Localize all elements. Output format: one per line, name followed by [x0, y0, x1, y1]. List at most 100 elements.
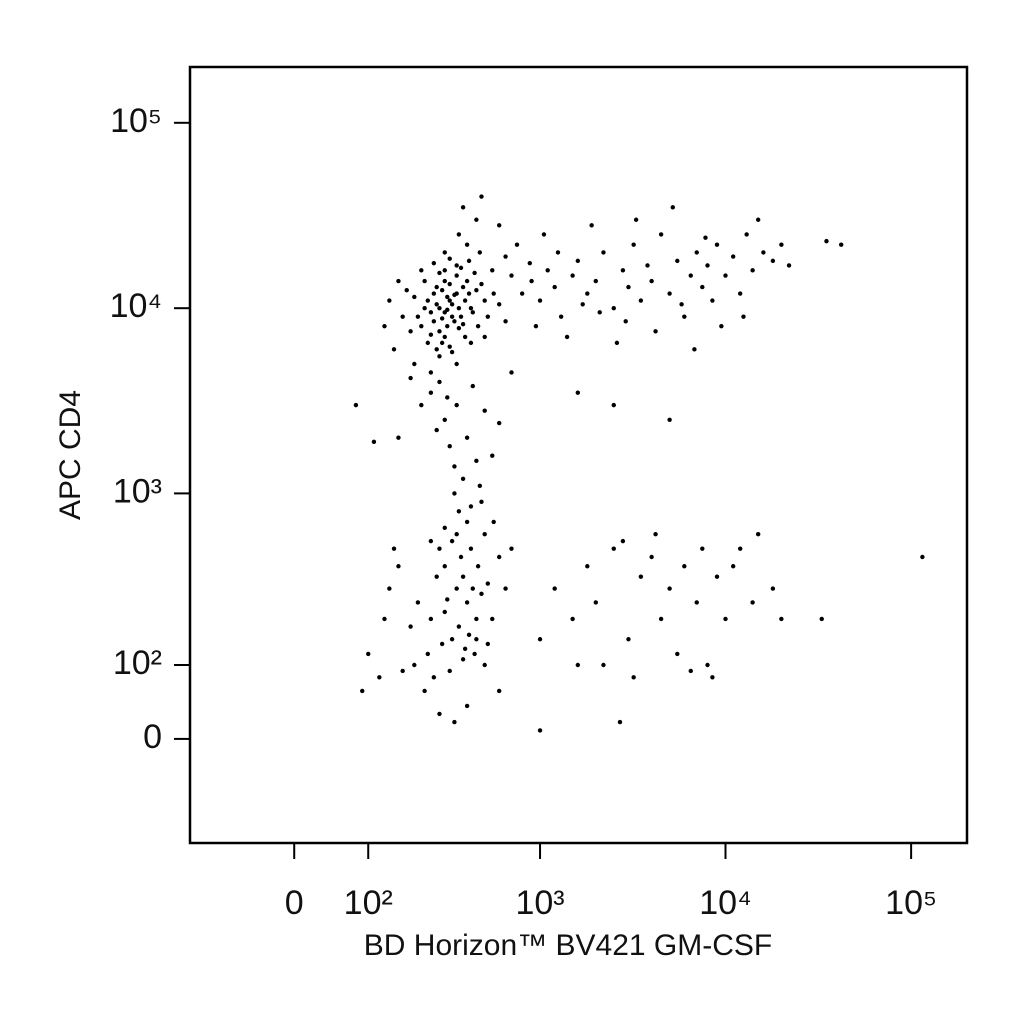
event-dot	[439, 288, 445, 293]
event-dot	[496, 223, 502, 228]
event-dot	[428, 616, 434, 622]
event-dot	[705, 662, 710, 668]
event-dot	[415, 600, 421, 605]
event-dot	[449, 314, 455, 319]
event-dot	[575, 662, 581, 668]
event-dot	[470, 586, 475, 591]
event-dot	[649, 554, 654, 560]
event-dot	[626, 637, 631, 642]
event-dot	[755, 532, 761, 537]
event-dot	[482, 298, 487, 303]
event-dot	[700, 284, 705, 290]
event-dot	[434, 347, 439, 352]
y-axis-title: APC CD4	[54, 390, 87, 520]
event-dot	[442, 525, 447, 531]
event-dot	[474, 458, 479, 464]
event-dot	[779, 242, 784, 247]
event-dot	[428, 310, 434, 315]
event-dot	[454, 402, 459, 408]
event-dot	[705, 263, 710, 268]
event-dot	[593, 278, 598, 284]
event-dot	[585, 564, 590, 569]
event-dot	[710, 675, 715, 680]
event-dot	[442, 278, 447, 284]
event-dot	[431, 260, 437, 266]
event-dot	[475, 323, 481, 329]
event-dot	[472, 651, 477, 657]
event-dot	[428, 538, 434, 544]
event-dot	[601, 250, 606, 255]
event-dot	[452, 464, 457, 469]
event-dot	[445, 323, 450, 329]
event-dot	[470, 310, 475, 315]
x-tick-label: 0	[285, 884, 304, 922]
event-dot	[479, 591, 484, 597]
event-dot	[474, 616, 479, 622]
event-dot	[425, 651, 431, 657]
event-dot	[485, 581, 491, 586]
event-dot	[464, 278, 470, 284]
event-dot	[442, 334, 447, 340]
event-dot	[437, 305, 442, 311]
event-dot	[464, 703, 470, 709]
event-dot	[447, 298, 452, 303]
event-dot	[694, 600, 699, 605]
event-dot	[425, 340, 431, 346]
event-dot	[509, 370, 514, 375]
event-dot	[449, 302, 455, 307]
event-dot	[404, 288, 409, 293]
event-dot	[723, 273, 728, 278]
event-dot	[719, 323, 724, 329]
y-tick-label: 0	[143, 718, 162, 756]
event-dot	[353, 402, 359, 408]
event-dot	[458, 554, 464, 560]
event-dot	[437, 270, 442, 276]
event-dot	[408, 329, 413, 334]
event-dot	[428, 370, 434, 375]
event-dot	[396, 564, 401, 569]
event-dot	[675, 651, 680, 657]
event-dot	[688, 668, 693, 674]
event-dot	[617, 719, 623, 725]
event-dot	[737, 291, 743, 296]
event-dot	[474, 217, 479, 222]
event-dot	[468, 546, 474, 551]
event-dot	[537, 298, 543, 303]
event-dot	[552, 284, 557, 290]
event-dot	[456, 305, 462, 311]
event-dot	[434, 302, 439, 307]
event-dot	[570, 273, 575, 278]
event-dot	[593, 600, 598, 605]
event-dot	[464, 242, 470, 247]
event-dot	[503, 319, 508, 324]
event-dot	[755, 217, 761, 222]
event-dot	[679, 302, 684, 307]
event-dot	[470, 383, 475, 389]
event-dot	[653, 329, 658, 334]
event-dot	[564, 334, 570, 340]
event-dot	[761, 250, 766, 255]
event-dot	[496, 554, 502, 560]
event-dot	[631, 242, 636, 247]
event-dot	[437, 379, 442, 385]
event-dot	[454, 532, 459, 537]
event-dot	[431, 675, 437, 680]
event-dot	[437, 354, 442, 359]
event-dot	[468, 340, 474, 346]
event-dot	[472, 270, 477, 276]
event-dot	[442, 250, 447, 255]
event-dot	[466, 258, 472, 264]
event-dot	[529, 278, 534, 284]
event-dot	[464, 600, 470, 605]
event-dot	[514, 242, 520, 247]
event-dot	[396, 435, 401, 440]
event-dot	[482, 408, 487, 413]
event-dot	[460, 321, 466, 327]
y-tick-label: 10⁴	[110, 287, 162, 325]
event-dot	[434, 284, 439, 290]
event-dot	[737, 546, 743, 551]
event-dot	[387, 298, 392, 303]
event-dot	[509, 273, 514, 278]
event-dot	[633, 217, 639, 222]
event-dot	[447, 444, 452, 449]
